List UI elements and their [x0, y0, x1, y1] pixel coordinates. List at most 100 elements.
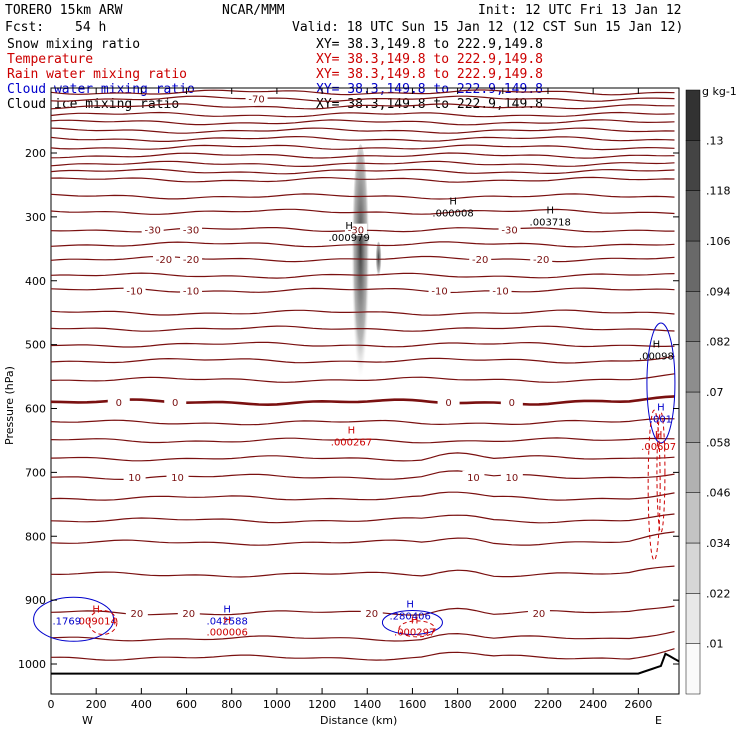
temperature-label-bg	[123, 470, 146, 483]
temperature-contour-label: -30	[348, 226, 364, 237]
y-tick-label: 900	[25, 594, 46, 607]
temperature-contour-label: 20	[182, 609, 195, 620]
maximum-value-label: .00607	[641, 442, 676, 453]
maximum-value-label: .000008	[432, 208, 473, 219]
temperature-contour	[50, 176, 675, 183]
colorbar-bin	[685, 391, 701, 443]
temperature-label-bg	[180, 284, 203, 297]
temperature-contour	[50, 355, 675, 364]
legend-xy-snow: XY= 38.3,149.8 to 222.9,149.8	[316, 37, 543, 52]
y-tick-label: 700	[25, 466, 46, 479]
maximum-value-label: .003718	[530, 217, 571, 228]
temperature-contour	[50, 417, 675, 426]
init-time: Init: 12 UTC Fri 13 Jan 12	[478, 3, 682, 18]
colorbar-label: .046	[706, 487, 731, 500]
cloud-water-contour	[646, 322, 676, 444]
temperature-contour	[50, 630, 675, 642]
maximum-marker: H	[345, 221, 353, 232]
maximum-marker: H	[411, 615, 419, 626]
temperature-contour-label: 10	[467, 473, 480, 484]
maximum-marker: H	[655, 430, 663, 441]
temperature-contour	[50, 152, 675, 159]
legend-xy-rain: XY= 38.3,149.8 to 222.9,149.8	[316, 67, 543, 82]
y-tick-label: 800	[25, 530, 46, 543]
temperature-contour	[50, 437, 675, 444]
temperature-contour-label: -30	[501, 226, 517, 237]
colorbar-label: .118	[706, 185, 731, 198]
cloud-water-contour	[33, 596, 115, 642]
maximum-marker: H	[223, 604, 231, 615]
temperature-contour-label: -20	[183, 255, 199, 266]
temperature-label-bg	[437, 396, 460, 409]
temperature-label-bg	[152, 253, 175, 266]
temperature-contour	[50, 103, 675, 110]
legend-label-cloud-water: Cloud water mixing ratio	[7, 82, 195, 97]
temperature-contour-label: -10	[492, 286, 508, 297]
maximum-marker: H	[223, 615, 231, 626]
y-tick-label: 400	[25, 275, 46, 288]
temperature-contour-label: -10	[183, 286, 199, 297]
temperature-label-bg	[428, 284, 451, 297]
west-label: W	[82, 714, 93, 727]
colorbar-bin	[685, 593, 701, 644]
cloud-water-contour	[381, 609, 443, 635]
maximum-value-label: .000006	[207, 627, 248, 638]
x-tick-label: 800	[221, 698, 242, 711]
maximum-marker: H	[657, 403, 665, 414]
temperature-label-bg	[500, 470, 523, 483]
center-title: NCAR/MMM	[222, 3, 285, 18]
temperature-contour-label: 0	[116, 398, 122, 409]
legend-xy-temperature: XY= 38.3,149.8 to 222.9,149.8	[316, 52, 543, 67]
colorbar-bin	[685, 341, 701, 393]
colorbar-bin	[685, 442, 701, 493]
temperature-contour-label: 20	[533, 609, 546, 620]
temperature-contour	[50, 135, 675, 142]
temperature-contour-label: -20	[533, 255, 549, 266]
temperature-label-bg	[344, 223, 367, 236]
temperature-label-bg	[180, 223, 203, 236]
temperature-label-bg	[360, 606, 383, 619]
temperature-contour	[50, 119, 675, 126]
temperature-contour-label: -30	[183, 226, 199, 237]
maximum-marker: H	[348, 426, 356, 437]
colorbar-unit: g kg-1	[702, 85, 737, 98]
x-tick-label: 2400	[579, 698, 607, 711]
colorbar-label: .106	[706, 235, 731, 248]
maximum-marker: H	[92, 604, 100, 615]
maximum-marker: H	[449, 196, 457, 207]
colorbar-label: .094	[706, 285, 731, 298]
y-tick-label: 1000	[18, 658, 46, 671]
colorbar-bin	[685, 140, 701, 191]
temperature-contour-label: 10	[128, 473, 141, 484]
temperature-contour	[50, 160, 675, 168]
temperature-contour	[50, 531, 675, 546]
temperature-contour-label: 0	[445, 398, 451, 409]
temperature-contour	[50, 111, 675, 118]
temperature-label-bg	[164, 396, 187, 409]
y-tick-label: 600	[25, 403, 46, 416]
x-tick-label: 2000	[489, 698, 517, 711]
temperature-contour-label: 0	[509, 398, 515, 409]
temperature-contour	[50, 341, 675, 348]
legend-label-temperature: Temperature	[7, 52, 93, 67]
colorbar-bin	[685, 492, 701, 544]
colorbar-label: .13	[706, 134, 724, 147]
temperature-label-bg	[141, 223, 164, 236]
colorbar-label: .058	[706, 436, 731, 449]
x-tick-label: 1800	[444, 698, 472, 711]
x-tick-label: 1400	[353, 698, 381, 711]
y-tick-label: 200	[25, 147, 46, 160]
temperature-contour	[50, 452, 675, 462]
maximum-value-label: .042588	[207, 616, 248, 627]
colorbar-bin	[685, 240, 701, 292]
x-tick-label: 1200	[308, 698, 336, 711]
valid-time: Valid: 18 UTC Sun 15 Jan 12 (12 CST Sun …	[292, 20, 683, 35]
axes: 0 200 400 600 800 1000 1200 1400 1600 1800 2000 220…	[18, 88, 679, 711]
snow-mixing-ratio-shading	[375, 241, 382, 282]
y-tick-label: 500	[25, 339, 46, 352]
legend-label-snow: Snow mixing ratio	[7, 37, 140, 52]
temperature-label-bg	[527, 606, 550, 619]
maximum-value-label: .00098	[639, 351, 674, 362]
temperature-label-bg	[498, 223, 521, 236]
temperature-contour-label: -30	[144, 226, 160, 237]
